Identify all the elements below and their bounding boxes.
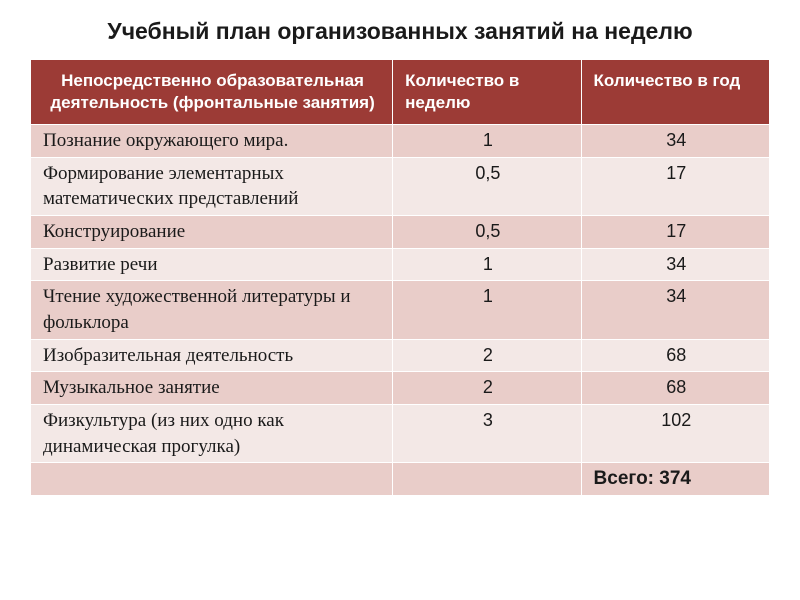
table-row: Развитие речи134 — [31, 248, 770, 281]
cell-per-week: 1 — [393, 125, 581, 158]
cell-per-year: 34 — [581, 125, 769, 158]
table-row: Изобразительная деятельность268 — [31, 339, 770, 372]
cell-activity: Познание окружающего мира. — [31, 125, 393, 158]
page-title: Учебный план организованных занятий на н… — [30, 18, 770, 45]
table-row: Конструирование0,517 — [31, 216, 770, 249]
col-header-year: Количество в год — [581, 60, 769, 125]
cell-empty — [31, 463, 393, 496]
table-row: Познание окружающего мира.134 — [31, 125, 770, 158]
table-row: Музыкальное занятие268 — [31, 372, 770, 405]
cell-per-year: 17 — [581, 216, 769, 249]
table-row: Чтение художественной литературы и фольк… — [31, 281, 770, 339]
cell-per-year: 34 — [581, 248, 769, 281]
cell-per-week: 0,5 — [393, 157, 581, 215]
cell-activity: Чтение художественной литературы и фольк… — [31, 281, 393, 339]
table-row: Формирование элементарных математических… — [31, 157, 770, 215]
table-row: Физкультура (из них одно как динамическа… — [31, 404, 770, 462]
cell-activity: Формирование элементарных математических… — [31, 157, 393, 215]
col-header-week: Количество в неделю — [393, 60, 581, 125]
curriculum-table: Непосредственно образовательная деятельн… — [30, 59, 770, 496]
cell-per-week: 1 — [393, 281, 581, 339]
cell-per-week: 3 — [393, 404, 581, 462]
cell-per-year: 17 — [581, 157, 769, 215]
cell-activity: Развитие речи — [31, 248, 393, 281]
cell-activity: Музыкальное занятие — [31, 372, 393, 405]
cell-per-week: 2 — [393, 372, 581, 405]
cell-per-year: 68 — [581, 372, 769, 405]
table-total-row: Всего: 374 — [31, 463, 770, 496]
cell-per-year: 102 — [581, 404, 769, 462]
table-header-row: Непосредственно образовательная деятельн… — [31, 60, 770, 125]
cell-per-week: 2 — [393, 339, 581, 372]
cell-empty — [393, 463, 581, 496]
cell-activity: Физкультура (из них одно как динамическа… — [31, 404, 393, 462]
cell-per-week: 0,5 — [393, 216, 581, 249]
cell-total: Всего: 374 — [581, 463, 769, 496]
col-header-activity: Непосредственно образовательная деятельн… — [31, 60, 393, 125]
cell-per-year: 34 — [581, 281, 769, 339]
cell-activity: Изобразительная деятельность — [31, 339, 393, 372]
cell-per-week: 1 — [393, 248, 581, 281]
cell-activity: Конструирование — [31, 216, 393, 249]
cell-per-year: 68 — [581, 339, 769, 372]
